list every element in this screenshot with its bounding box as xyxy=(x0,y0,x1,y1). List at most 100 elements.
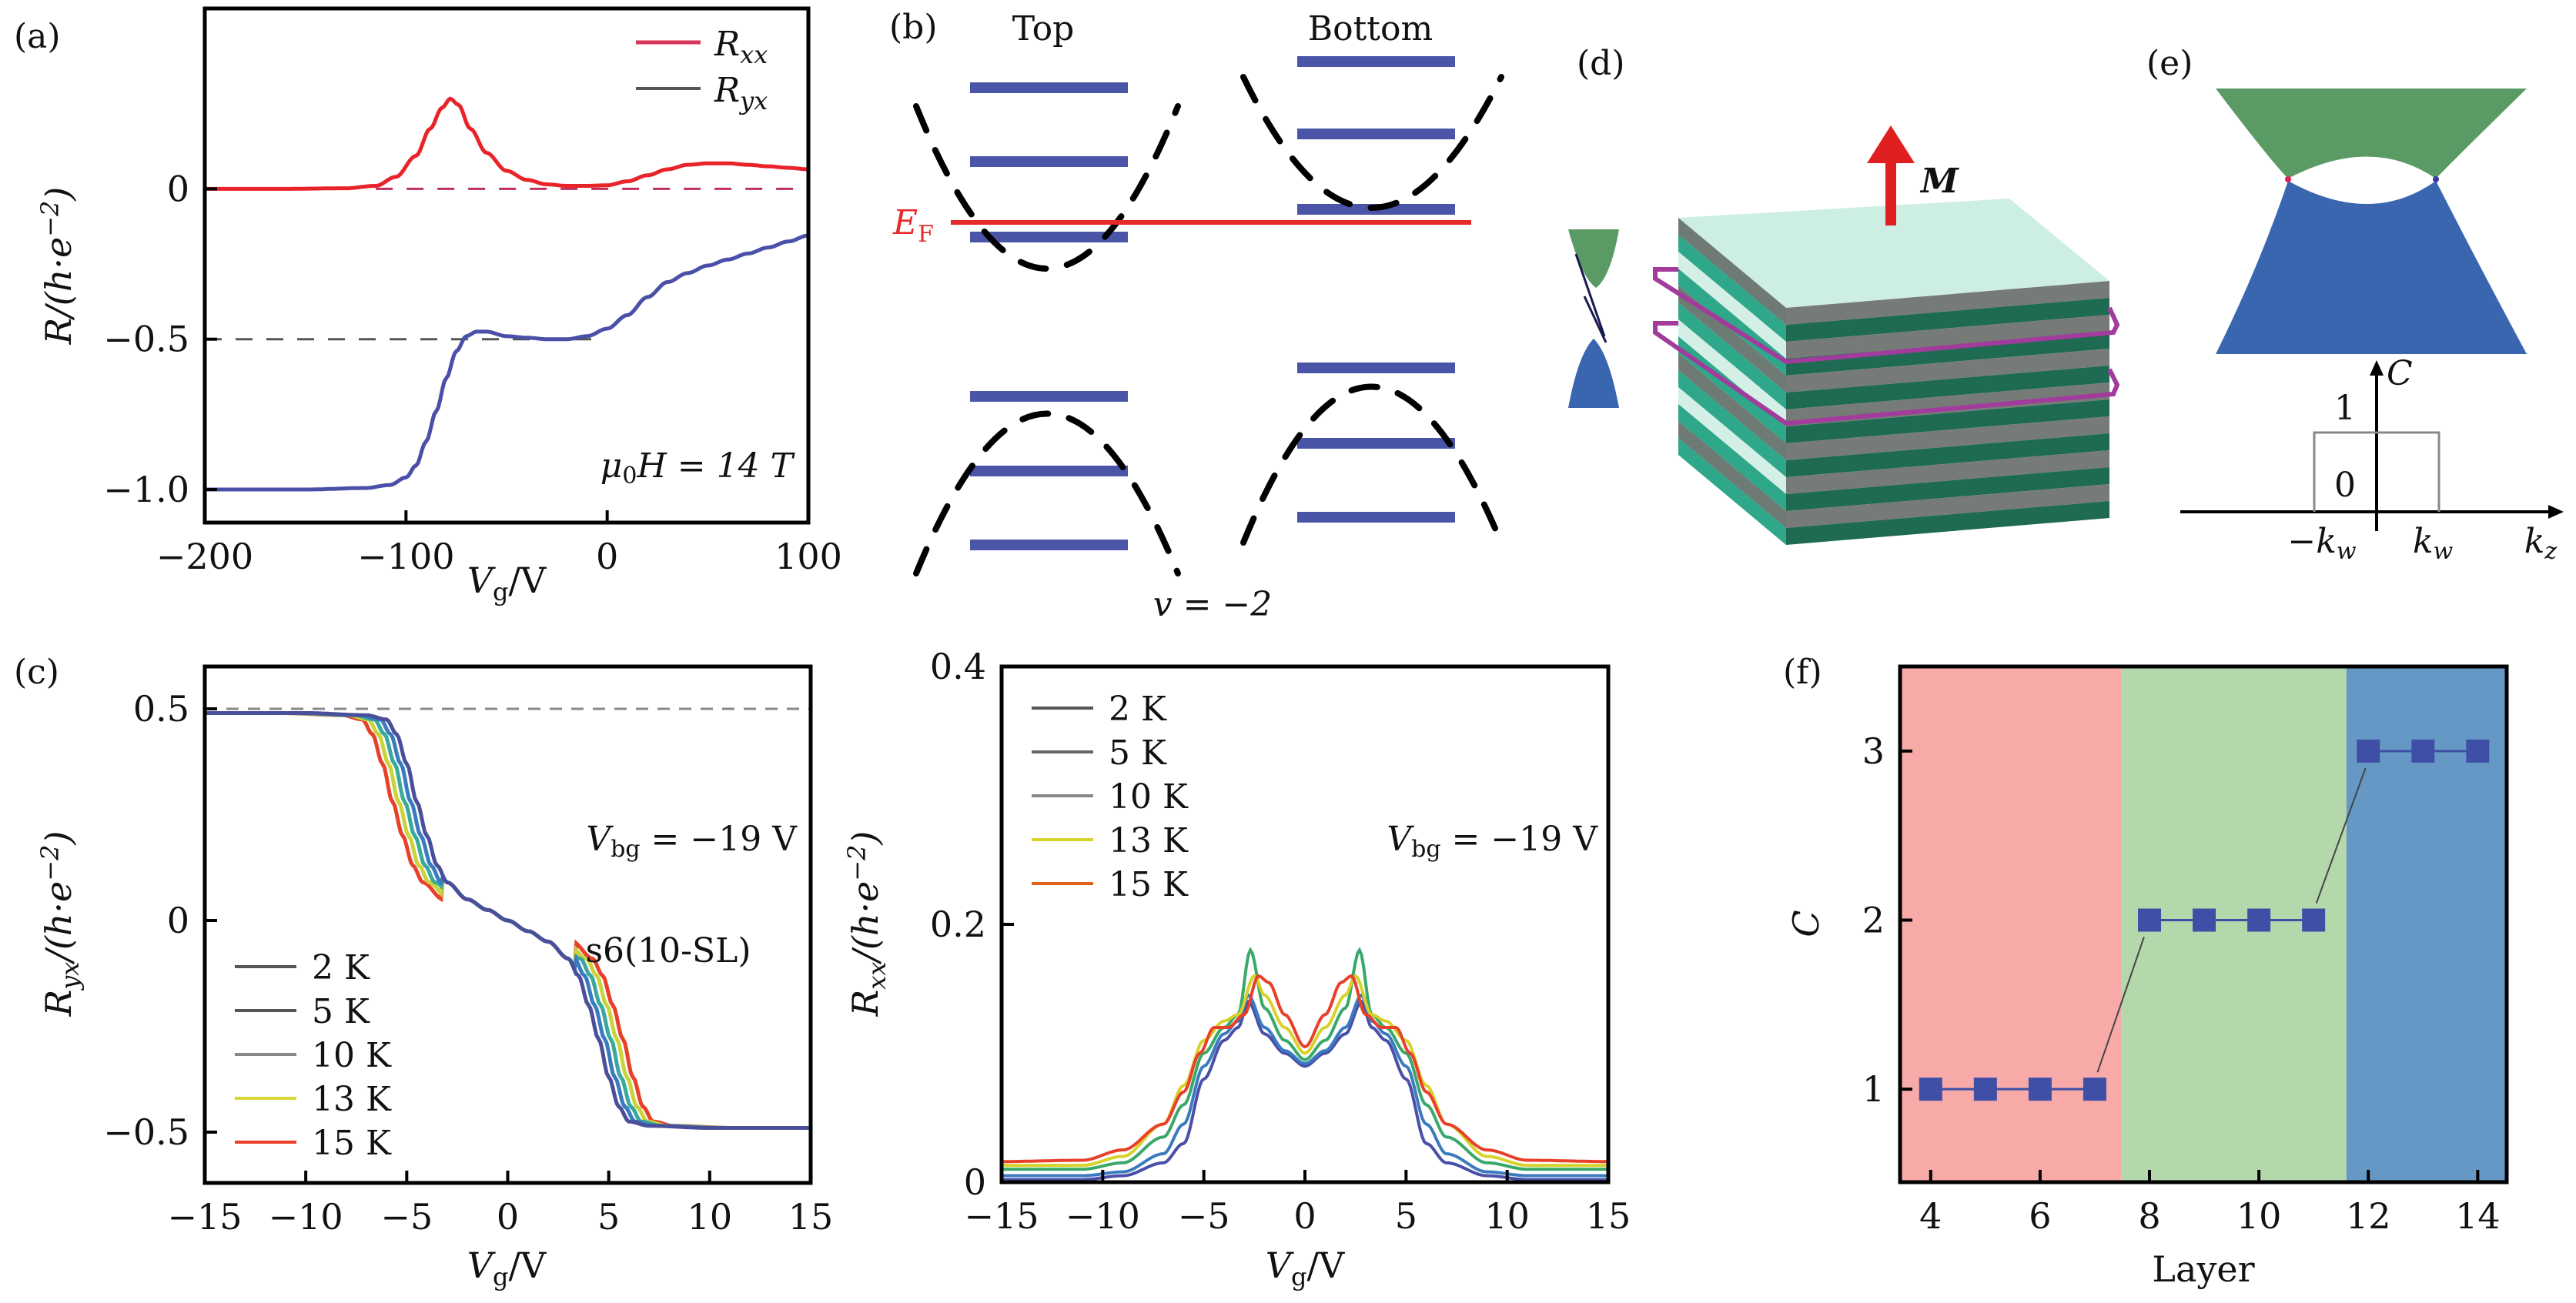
series-10k-line xyxy=(1002,947,1608,1171)
block-front-stripe xyxy=(1786,450,2109,494)
c2-ylabel-close: ) xyxy=(845,831,886,846)
panel-b: (b) Top Bottom EF v = −2 xyxy=(889,8,1504,624)
plot-a-ylabel-close: ) xyxy=(38,187,79,202)
plot-c-ryx-ytick-label: −0.5 xyxy=(103,1111,189,1153)
neg-kw-sub: w xyxy=(2337,538,2357,565)
kz-label: kz xyxy=(2524,522,2558,565)
plot-c-ryx-xtick-label: 10 xyxy=(687,1196,733,1238)
block-front-stripe xyxy=(1786,349,2109,393)
landau-level-bottom xyxy=(1297,56,1455,67)
plot-c-rxx-ylabel: Rxx/(h·e−2) xyxy=(842,831,892,1017)
c1-xlabel-sub: g xyxy=(493,1262,508,1291)
annot-field-value: H = 14 T xyxy=(636,446,795,486)
c2-xlabel-v: V xyxy=(1266,1245,1295,1286)
c1-xlabel-unit: /V xyxy=(509,1245,547,1286)
plot-c-rxx-legend: 2 K 5 K10 K 13 K 15 K xyxy=(1032,690,1189,904)
edge-state-loop-upper xyxy=(1653,267,2120,365)
plot-c-ryx-xtick-label: 5 xyxy=(597,1196,620,1238)
data-marker xyxy=(2193,908,2216,932)
plot-c-ryx-vbg-annotation: Vbg = −19 V xyxy=(586,820,798,863)
plot-a-xlabel-v: V xyxy=(467,560,497,601)
data-marker xyxy=(1973,1077,1997,1101)
block-front-stripe xyxy=(1786,484,2109,528)
plot-c-ryx-ticks: −15 −10 −5 0 5 10 15 0.5 0 −0.5 xyxy=(103,688,833,1238)
plot-c-ryx-xtick-label: −5 xyxy=(380,1196,433,1238)
dispersion-dashed-curves xyxy=(913,74,1504,576)
series-5k-line xyxy=(1002,993,1608,1178)
landau-level-top xyxy=(970,232,1128,242)
series-2k-line xyxy=(1002,999,1608,1181)
legend-label: 10 K xyxy=(1109,777,1189,817)
c1-xlabel-v: V xyxy=(467,1245,497,1286)
data-marker xyxy=(2138,908,2162,932)
plot-a-xlabel-sub: g xyxy=(493,577,508,606)
plot-c-rxx-vbg-annotation: Vbg = −19 V xyxy=(1387,820,1598,863)
landau-level-top xyxy=(970,466,1128,476)
block-front-stripe xyxy=(1786,366,2109,409)
c-axis-label: C xyxy=(2387,354,2413,393)
plot-a-xlabel-unit: /V xyxy=(509,560,547,601)
block-left-stripe xyxy=(1678,319,1786,426)
top-valence-dispersion xyxy=(913,410,1181,576)
bottom-conduction-dispersion xyxy=(1240,74,1504,211)
block-front-stripe xyxy=(1786,416,2109,460)
panel-a: (a) −200 −100 0 100 0 −0.5 −1.0 R/(h·e−2) Vg/V… xyxy=(14,6,842,606)
plot-a-ytick-label: −0.5 xyxy=(103,319,189,360)
c1-vbg-v: V xyxy=(586,820,614,859)
block-front-stripe xyxy=(1786,315,2109,359)
plot-a-xtick-label: 100 xyxy=(774,536,842,577)
magnetization-label: M xyxy=(1919,162,1959,201)
series-13k-line xyxy=(1002,974,1608,1168)
plot-a-area xyxy=(205,96,808,492)
plot-f-xtick-label: 10 xyxy=(2236,1195,2282,1237)
kz-main: k xyxy=(2524,522,2545,561)
plot-c-rxx-xtick-label: −5 xyxy=(1178,1195,1230,1237)
block-left-stripe xyxy=(1678,404,1786,511)
cone-surface-state-2 xyxy=(1583,296,1607,343)
legend-label: 2 K xyxy=(312,948,370,987)
plot-f-xlabel: Layer xyxy=(2152,1248,2254,1290)
c2-xlabel-unit: /V xyxy=(1307,1245,1345,1286)
label-bottom-surface: Bottom xyxy=(1308,9,1433,48)
pos-kw-main: k xyxy=(2413,522,2434,561)
weyl-lower-band xyxy=(2216,181,2527,354)
plot-a-ytick-label: 0 xyxy=(167,168,189,209)
c2-ylabel-rest: /(h·e xyxy=(845,881,886,965)
panel-e: (e) C 1 0 −kw kw kz xyxy=(2146,44,2564,565)
legend-label: 5 K xyxy=(1109,733,1167,773)
cone-lower-band xyxy=(1568,339,1619,408)
panel-c-rxx: −15 −10 −5 0 5 10 15 0 0.2 0.4 Rxx/(h·e−2) Vg/V V… xyxy=(842,646,1631,1291)
series-15k-line xyxy=(1002,974,1608,1164)
landau-levels xyxy=(970,56,1455,550)
block-left-stripe xyxy=(1678,252,1786,359)
legend-ryx-main: R xyxy=(714,71,740,110)
c1-vbg-sub: bg xyxy=(611,836,640,863)
pos-kw-label: kw xyxy=(2413,522,2454,565)
plot-a-ytick-label: −1.0 xyxy=(103,469,189,510)
block-left-stripe xyxy=(1678,336,1786,443)
c2-xlabel-sub: g xyxy=(1291,1262,1306,1291)
block-front-stripe xyxy=(1786,467,2109,511)
plot-c-rxx-ytick-label: 0.2 xyxy=(930,904,986,945)
series-2k-line xyxy=(205,711,811,1130)
block-left-stripe xyxy=(1678,218,1786,325)
panel-label-f: (f) xyxy=(1783,653,1822,692)
plot-c-ryx-xlabel: Vg/V xyxy=(467,1245,547,1291)
plot-a-frame xyxy=(202,6,811,525)
block-front-stripe xyxy=(1786,433,2109,477)
neg-kw-label: −kw xyxy=(2287,522,2357,565)
plot-c-ryx-xtick-label: −15 xyxy=(167,1196,242,1238)
plot-f-xtick-label: 12 xyxy=(2346,1195,2391,1237)
legend-label: 15 K xyxy=(1109,865,1189,904)
plot-c-rxx-xtick-label: 0 xyxy=(1293,1195,1316,1237)
data-marker xyxy=(2083,1077,2106,1101)
block-left-stripe xyxy=(1678,387,1786,494)
data-marker xyxy=(2302,908,2326,932)
landau-level-bottom xyxy=(1297,129,1455,139)
block-left-stripe xyxy=(1678,421,1786,528)
plot-c-rxx-area xyxy=(1002,947,1608,1181)
plot-c-rxx-xtick-label: 15 xyxy=(1586,1195,1631,1237)
data-marker xyxy=(2028,1077,2052,1101)
legend-ryx-sub: yx xyxy=(738,86,768,115)
c1-ylabel-close: ) xyxy=(38,831,79,846)
